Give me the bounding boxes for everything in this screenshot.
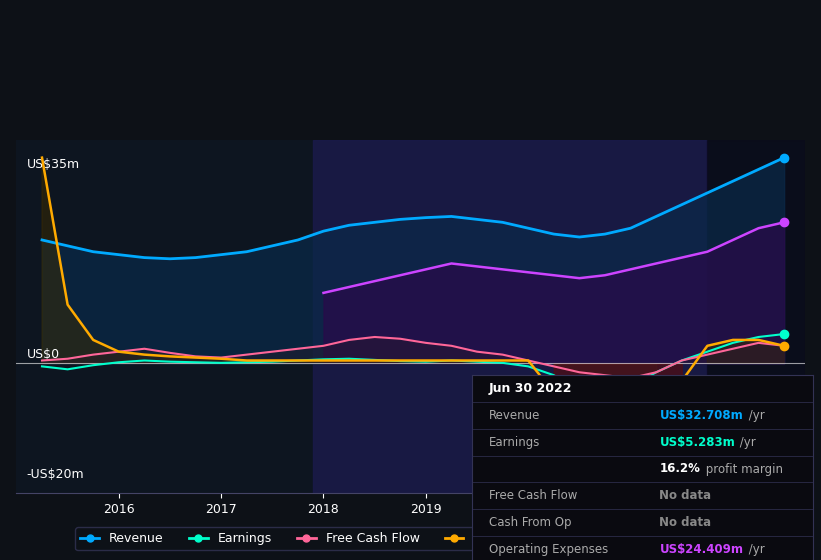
Text: profit margin: profit margin	[702, 463, 783, 475]
Text: /yr: /yr	[736, 436, 756, 449]
Text: US$24.409m: US$24.409m	[659, 543, 744, 556]
Bar	[708, 140, 805, 493]
Text: No data: No data	[659, 489, 712, 502]
Text: No data: No data	[659, 516, 712, 529]
Text: -US$20m: -US$20m	[26, 468, 85, 481]
Text: 16.2%: 16.2%	[659, 463, 700, 475]
Text: Jun 30 2022: Jun 30 2022	[489, 382, 572, 395]
Text: Free Cash Flow: Free Cash Flow	[489, 489, 577, 502]
Text: US$5.283m: US$5.283m	[659, 436, 736, 449]
Text: Cash From Op: Cash From Op	[489, 516, 571, 529]
Text: US$35m: US$35m	[26, 158, 80, 171]
Text: /yr: /yr	[745, 543, 764, 556]
Bar	[314, 140, 708, 493]
Text: Earnings: Earnings	[489, 436, 540, 449]
Text: US$0: US$0	[26, 348, 60, 361]
Text: Revenue: Revenue	[489, 409, 540, 422]
Text: /yr: /yr	[745, 409, 764, 422]
Text: US$32.708m: US$32.708m	[659, 409, 743, 422]
Legend: Revenue, Earnings, Free Cash Flow, Cash From Op, Operating Expenses: Revenue, Earnings, Free Cash Flow, Cash …	[76, 527, 745, 550]
Text: Operating Expenses: Operating Expenses	[489, 543, 608, 556]
